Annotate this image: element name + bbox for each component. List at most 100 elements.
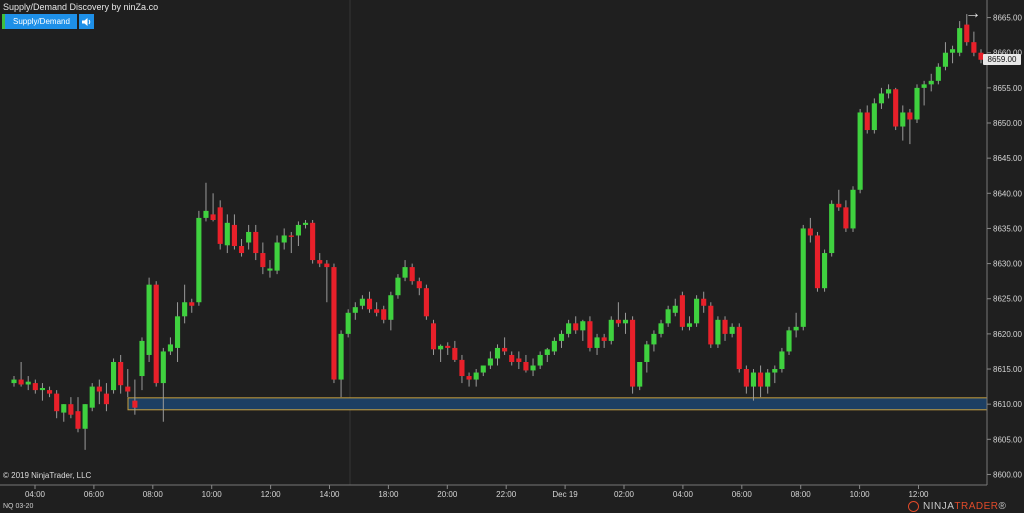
candle-bearish bbox=[964, 24, 970, 43]
time-axis[interactable]: 04:00 06:00 08:00 10:00 12:00 14:00 18:00 20:00… bbox=[25, 485, 929, 499]
instrument-label: NQ 03-20 bbox=[3, 503, 34, 510]
price-tick-label: 8610.00 bbox=[993, 400, 1022, 409]
candle-bullish bbox=[160, 351, 166, 384]
candle-bullish bbox=[665, 309, 671, 324]
candle-bullish bbox=[82, 404, 88, 429]
candle-bearish bbox=[210, 214, 216, 221]
candle-bullish bbox=[793, 326, 799, 331]
candle-bearish bbox=[153, 284, 159, 384]
candle-bullish bbox=[672, 305, 678, 313]
price-axis[interactable]: 8665.00 8660.00 8655.00 8650.00 8645.00 8640.… bbox=[987, 14, 1022, 480]
indicator-toolbar: Supply/Demand bbox=[2, 14, 94, 29]
candle-bullish bbox=[203, 210, 209, 218]
candle-bearish bbox=[743, 369, 749, 387]
candle-bearish bbox=[814, 235, 821, 289]
candle-bearish bbox=[103, 393, 109, 405]
candle-bearish bbox=[573, 323, 579, 331]
candle-bearish bbox=[523, 361, 529, 371]
candle-bullish bbox=[395, 277, 401, 296]
candle-bullish bbox=[772, 369, 778, 373]
candle-bullish bbox=[957, 28, 963, 53]
time-tick-label: 04:00 bbox=[25, 490, 46, 499]
candle-bearish bbox=[978, 52, 984, 60]
time-tick-label: 20:00 bbox=[437, 490, 458, 499]
candle-bearish bbox=[601, 337, 607, 341]
price-tick-label: 8650.00 bbox=[993, 119, 1022, 128]
candle-bearish bbox=[260, 253, 266, 268]
candle-bullish bbox=[928, 80, 934, 85]
candle-bearish bbox=[253, 231, 259, 254]
candle-bearish bbox=[32, 383, 38, 391]
candle-bullish bbox=[786, 330, 792, 352]
candle-bearish bbox=[630, 319, 636, 387]
last-price-marker: 8659.00 bbox=[983, 54, 1021, 66]
candle-bullish bbox=[822, 253, 828, 289]
candle-bullish bbox=[914, 87, 920, 120]
candle-bullish bbox=[686, 323, 693, 327]
price-tick-label: 8665.00 bbox=[993, 14, 1022, 23]
candle-bearish bbox=[893, 89, 899, 127]
price-tick-label: 8620.00 bbox=[993, 330, 1022, 339]
candle-bearish bbox=[317, 260, 323, 264]
candle-bullish bbox=[494, 347, 501, 359]
candle-bearish bbox=[864, 112, 870, 131]
candle-bullish bbox=[622, 319, 629, 324]
candle-bullish bbox=[146, 284, 152, 355]
time-tick-label: 12:00 bbox=[908, 490, 929, 499]
candle-bullish bbox=[715, 319, 721, 345]
candle-bearish bbox=[615, 319, 621, 324]
candle-bullish bbox=[658, 323, 664, 334]
price-tick-label: 8625.00 bbox=[993, 295, 1022, 304]
candle-bullish bbox=[871, 103, 877, 131]
time-tick-label: Dec 19 bbox=[552, 490, 578, 499]
candle-bearish bbox=[125, 386, 131, 392]
candle-bearish bbox=[238, 246, 245, 254]
candle-bullish bbox=[352, 307, 358, 313]
scroll-to-latest-arrow-icon[interactable]: → bbox=[965, 5, 981, 22]
price-tick-label: 8605.00 bbox=[993, 435, 1022, 444]
candle-bearish bbox=[701, 298, 707, 306]
candle-bearish bbox=[843, 207, 849, 229]
price-tick-label: 8655.00 bbox=[993, 84, 1022, 93]
candle-bearish bbox=[54, 393, 60, 412]
sound-toggle-button[interactable] bbox=[78, 14, 94, 29]
candle-bearish bbox=[516, 358, 522, 362]
candle-bullish bbox=[566, 323, 572, 334]
candle-bullish bbox=[110, 361, 117, 391]
candle-bearish bbox=[430, 323, 437, 350]
candle-bullish bbox=[39, 388, 46, 391]
price-tick-label: 8615.00 bbox=[993, 365, 1022, 374]
candle-bullish bbox=[388, 295, 394, 320]
candle-bullish bbox=[402, 267, 408, 278]
candle-bullish bbox=[274, 242, 280, 271]
candle-bullish bbox=[949, 49, 956, 53]
candle-bearish bbox=[46, 390, 53, 394]
price-tick-label: 8640.00 bbox=[993, 189, 1022, 198]
candle-bullish bbox=[267, 268, 273, 271]
candle-bullish bbox=[900, 112, 906, 127]
candle-bearish bbox=[807, 228, 813, 236]
price-tick-label: 8660.00 bbox=[993, 49, 1022, 58]
price-tick-label: 8635.00 bbox=[993, 224, 1022, 233]
time-tick-label: 18:00 bbox=[378, 490, 399, 499]
candle-bearish bbox=[445, 345, 451, 348]
candle-bearish bbox=[68, 404, 74, 415]
candle-bullish bbox=[530, 365, 536, 371]
candle-bullish bbox=[608, 319, 614, 341]
candle-bearish bbox=[736, 326, 742, 370]
candle-bearish bbox=[836, 203, 842, 208]
candle-bearish bbox=[423, 288, 429, 317]
time-tick-label: 10:00 bbox=[850, 490, 871, 499]
demand-zone bbox=[127, 397, 988, 411]
candle-bullish bbox=[487, 358, 493, 366]
supply-demand-button[interactable]: Supply/Demand bbox=[5, 14, 77, 29]
indicator-title: Supply/Demand Discovery by ninZa.co bbox=[3, 2, 159, 12]
candle-bullish bbox=[544, 349, 550, 355]
candle-bullish bbox=[473, 372, 479, 380]
candle-bearish bbox=[502, 347, 508, 352]
candle-bearish bbox=[459, 359, 465, 377]
candle-bearish bbox=[374, 309, 380, 313]
candle-bullish bbox=[359, 298, 365, 306]
candle-bullish bbox=[765, 372, 771, 387]
